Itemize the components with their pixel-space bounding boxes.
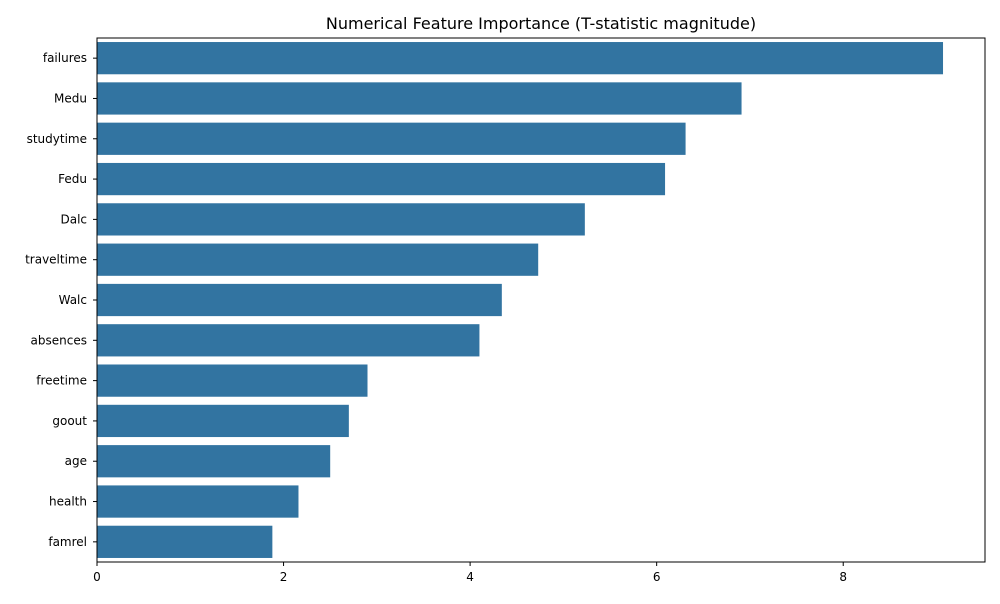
y-tick-label: studytime <box>27 132 87 146</box>
y-tick-label: traveltime <box>25 253 87 267</box>
y-tick-label: Fedu <box>58 172 87 186</box>
y-tick-label: famrel <box>48 535 87 549</box>
bar-medu <box>97 82 742 115</box>
axes-layer: failures Medu studytime Fedu Dalc traveltime W… <box>25 37 986 584</box>
x-tick-label: 8 <box>839 570 847 584</box>
x-tick-label: 6 <box>653 570 661 584</box>
bar-famrel <box>97 525 273 558</box>
bar-fedu <box>97 162 666 196</box>
bars-layer <box>97 42 944 558</box>
y-tick-label: goout <box>52 414 87 428</box>
x-tick-label: 4 <box>466 570 474 584</box>
x-tick-label: 0 <box>93 570 101 584</box>
bar-freetime <box>97 364 368 397</box>
plot-frame <box>96 37 986 563</box>
bar-goout <box>97 404 349 438</box>
y-tick-label: age <box>65 454 87 468</box>
chart-title: Numerical Feature Importance (T-statisti… <box>326 14 756 33</box>
bar-walc <box>97 283 502 317</box>
y-tick-label: Dalc <box>60 212 87 226</box>
bar-studytime <box>97 122 686 155</box>
y-tick-label: freetime <box>36 374 87 388</box>
bar-health <box>97 485 299 518</box>
y-tick-label: absences <box>31 333 87 347</box>
bar-age <box>97 445 331 478</box>
bar-failures <box>97 42 944 75</box>
y-tick-label: failures <box>43 51 87 65</box>
bar-absences <box>97 324 480 357</box>
x-tick-label: 2 <box>280 570 288 584</box>
y-tick-label: Walc <box>59 293 87 307</box>
bar-traveltime <box>97 243 539 276</box>
y-tick-label: health <box>49 495 87 509</box>
y-tick-label: Medu <box>54 91 87 105</box>
bar-dalc <box>97 203 585 236</box>
